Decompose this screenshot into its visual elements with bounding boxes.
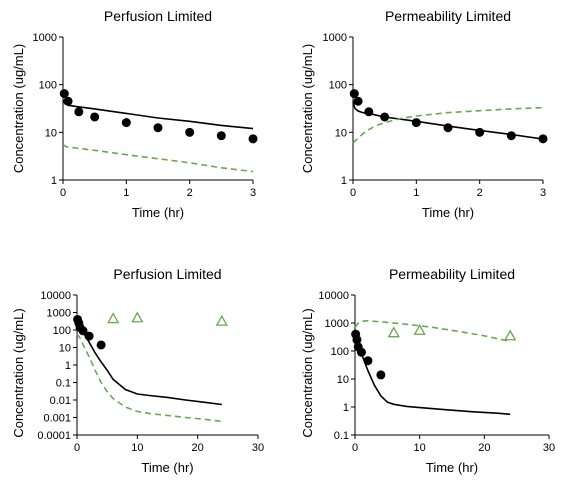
data-point-circle (90, 112, 100, 122)
x-tick-label: 10 (414, 442, 426, 454)
y-tick-label: 100 (329, 80, 347, 92)
x-tick-label: 3 (250, 187, 256, 199)
x-tick-label: 1 (123, 187, 129, 199)
data-point-circle (185, 127, 195, 137)
x-tick-label: 0 (350, 187, 356, 199)
data-point-circle (363, 356, 373, 366)
x-tick-label: 2 (477, 187, 483, 199)
y-tick-label: 100 (39, 80, 57, 92)
y-axis-label: Concentration (ug/mL) (300, 308, 315, 437)
x-tick-label: 0 (74, 442, 80, 454)
x-tick-label: 2 (187, 187, 193, 199)
data-point-triangle (504, 329, 517, 341)
x-tick-label: 1 (413, 187, 419, 199)
data-point-circle (96, 340, 106, 350)
data-point-circle (352, 335, 362, 345)
x-tick-label: 30 (252, 442, 264, 454)
data-point-circle (248, 134, 258, 144)
x-axis-label: Time (hr) (426, 460, 478, 475)
data-point-circle (74, 107, 84, 117)
y-tick-label: 10000 (318, 290, 349, 302)
data-point-circle (443, 123, 453, 133)
y-tick-label: 0.0001 (37, 430, 71, 442)
data-point-circle (59, 89, 69, 99)
y-tick-label: 10 (59, 343, 71, 355)
x-tick-label: 20 (478, 442, 490, 454)
x-tick-label: 30 (543, 442, 555, 454)
data-point-triangle (413, 323, 426, 335)
data-point-circle (506, 131, 516, 141)
series-line-dashed (76, 333, 222, 423)
series-line-dashed (354, 319, 511, 343)
x-tick-label: 0 (60, 187, 66, 199)
chart-panel-3: Perfusion Limited 0.0001 0.001 0.01 0.1 1 10 10… (11, 266, 264, 475)
y-tick-label: 1000 (47, 308, 71, 320)
y-tick-label: 100 (331, 346, 349, 358)
y-axis-label: Concentration (ug/mL) (300, 44, 315, 173)
y-tick-label: 1 (65, 360, 71, 372)
chart-panel-4: Permeability Limited 0.1 1 10 100 1000 10000 0 1… (300, 266, 555, 475)
y-tick-label: 10 (337, 374, 349, 386)
y-tick-label: 1000 (33, 32, 57, 44)
data-point-circle (84, 331, 94, 341)
x-tick-label: 10 (131, 442, 143, 454)
series-line-dashed (352, 106, 544, 144)
y-tick-label: 10 (335, 127, 347, 139)
x-tick-label: 0 (352, 442, 358, 454)
y-tick-label: 1 (341, 175, 347, 187)
chart-title: Perfusion Limited (104, 8, 212, 24)
y-tick-label: 10 (45, 127, 57, 139)
data-point-circle (364, 107, 374, 117)
x-axis-label: Time (hr) (141, 460, 193, 475)
data-point-circle (380, 112, 390, 122)
data-point-circle (475, 127, 485, 137)
y-tick-label: 1000 (325, 318, 349, 330)
y-tick-label: 1 (343, 402, 349, 414)
y-tick-label: 100 (53, 325, 71, 337)
y-tick-label: 1000 (323, 32, 347, 44)
data-point-triangle (107, 312, 120, 324)
x-tick-label: 3 (540, 187, 546, 199)
y-tick-label: 0.1 (334, 430, 349, 442)
data-point-circle (121, 118, 131, 128)
y-axis-label: Concentration (ug/mL) (11, 308, 26, 437)
series-line-dashed (62, 144, 254, 173)
data-point-circle (216, 131, 226, 141)
data-point-circle (538, 134, 548, 144)
data-point-circle (78, 326, 88, 336)
data-point-circle (411, 118, 421, 128)
data-point-triangle (387, 326, 400, 338)
data-point-circle (349, 89, 359, 99)
data-point-circle (356, 347, 366, 357)
data-point-circle (63, 96, 73, 106)
y-tick-label: 0.1 (56, 378, 71, 390)
x-tick-label: 20 (192, 442, 204, 454)
data-point-circle (353, 96, 363, 106)
data-point-triangle (215, 314, 228, 326)
data-point-triangle (131, 311, 144, 323)
chart-title: Perfusion Limited (113, 266, 221, 282)
y-tick-label: 10000 (40, 290, 71, 302)
x-axis-label: Time (hr) (422, 205, 474, 220)
chart-title: Permeability Limited (389, 266, 515, 282)
data-point-circle (376, 370, 386, 380)
chart-title: Permeability Limited (385, 8, 511, 24)
y-tick-label: 1 (51, 175, 57, 187)
x-axis-label: Time (hr) (132, 205, 184, 220)
y-tick-label: 0.01 (50, 395, 71, 407)
series-line-solid (76, 324, 222, 406)
y-axis-label: Concentration (ug/mL) (11, 44, 26, 173)
data-point-circle (153, 123, 163, 133)
y-tick-label: 0.001 (43, 413, 71, 425)
